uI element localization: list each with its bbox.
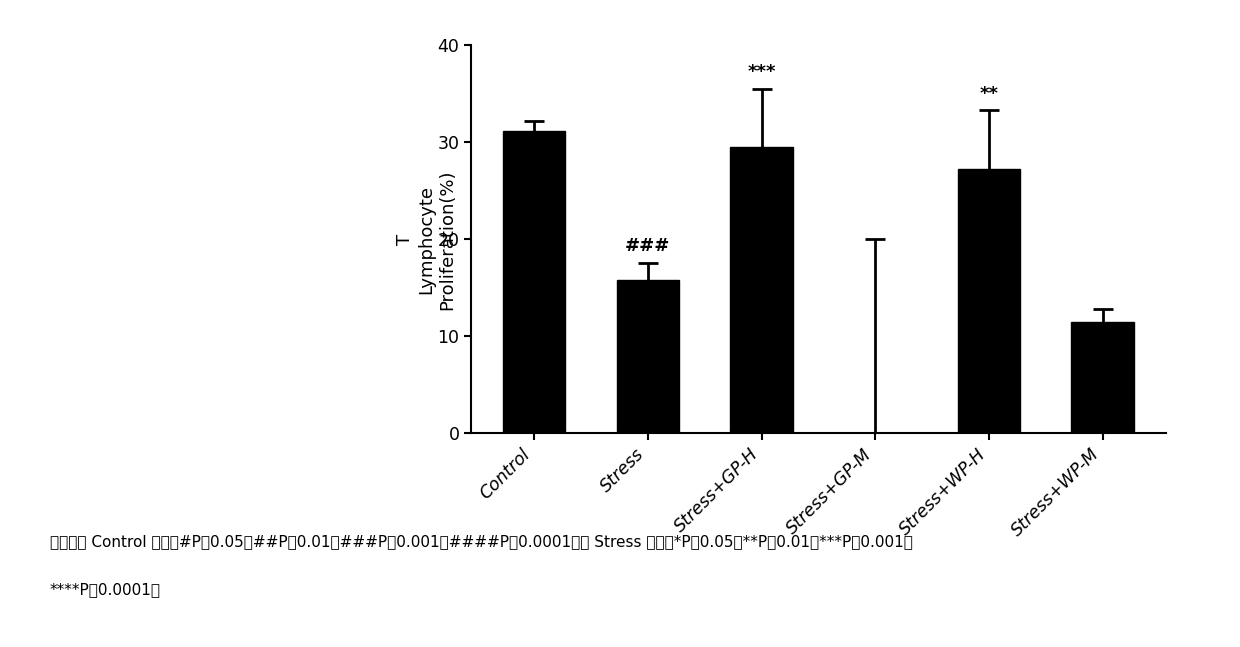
Bar bbox=[1071, 322, 1135, 433]
Text: **: ** bbox=[980, 85, 998, 103]
Bar bbox=[616, 280, 680, 433]
Bar bbox=[730, 148, 792, 433]
Bar bbox=[957, 168, 1021, 433]
Text: （注：与 Control 相比，#P＜0.05，##P＜0.01，###P＜0.001，####P＜0.0001；与 Stress 相比，*P＜0.05，**P: （注：与 Control 相比，#P＜0.05，##P＜0.01，###P＜0.… bbox=[50, 534, 913, 549]
Bar bbox=[502, 131, 565, 433]
Text: ***: *** bbox=[748, 63, 776, 82]
Y-axis label: T
Lymphocyte
Proliferation(%): T Lymphocyte Proliferation(%) bbox=[397, 169, 456, 310]
Text: ****P＜0.0001）: ****P＜0.0001） bbox=[50, 582, 161, 597]
Text: ###: ### bbox=[625, 237, 671, 255]
